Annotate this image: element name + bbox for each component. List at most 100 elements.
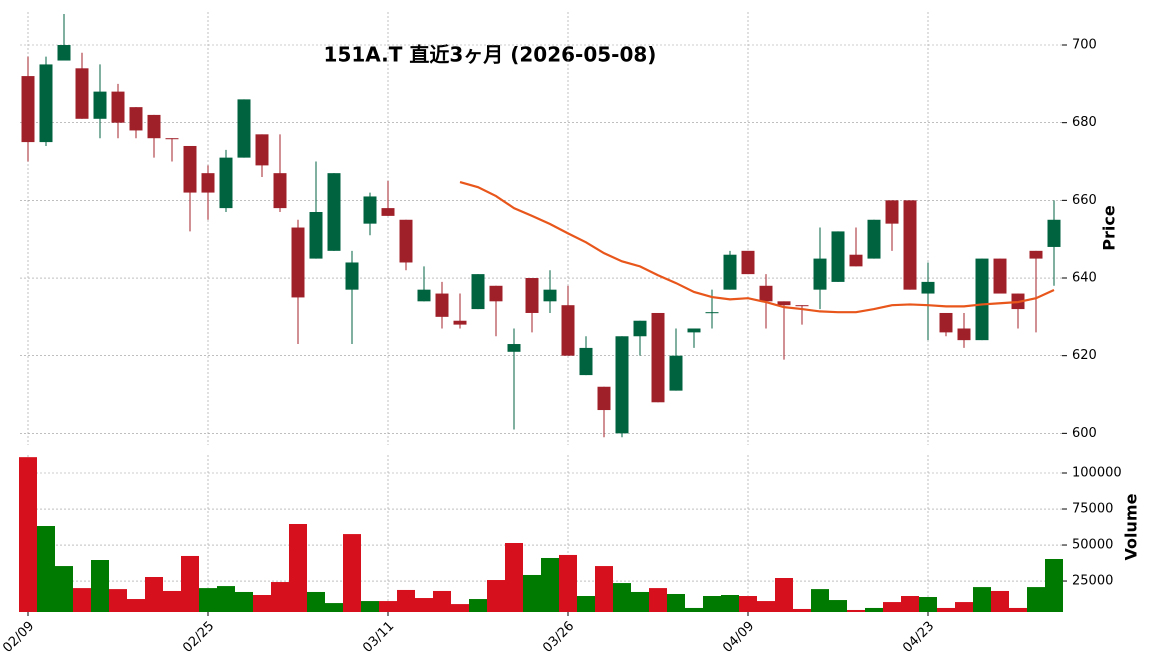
volume-bar (595, 566, 613, 612)
candle-body (57, 45, 71, 61)
volume-bar (469, 599, 487, 612)
candle-body (831, 231, 845, 282)
candle-body (561, 305, 575, 356)
candle-body (651, 312, 665, 403)
volume-bar (55, 566, 73, 612)
volume-bar (1009, 607, 1027, 612)
candle-body (489, 285, 503, 302)
candle-body (723, 254, 737, 290)
volume-bar (955, 602, 973, 612)
candle-body (975, 258, 989, 341)
volume-bar (901, 596, 919, 612)
volume-bar (325, 603, 343, 612)
candle-body (543, 289, 557, 302)
candle-body (1047, 219, 1061, 247)
volume-bar (505, 543, 523, 612)
candle-body (255, 134, 269, 166)
volume-tick-label: 25000 (1072, 574, 1113, 589)
volume-bar (559, 554, 577, 612)
volume-bar (217, 586, 235, 612)
volume-bar (253, 595, 271, 612)
candle-body (327, 173, 341, 251)
volume-bar (937, 607, 955, 612)
volume-bar (631, 591, 649, 612)
candle-body (597, 386, 611, 411)
y-tick-label: 700 (1072, 38, 1097, 53)
volume-bar (973, 587, 991, 612)
volume-bar (721, 595, 739, 612)
volume-bar (703, 596, 721, 612)
volume-bar (235, 591, 253, 612)
x-tick-label: 02/25 (180, 619, 217, 656)
volume-tick-label: 75000 (1072, 502, 1113, 517)
volume-tick-label: 50000 (1072, 538, 1113, 553)
x-tick-label: 03/11 (360, 619, 397, 656)
y-tick-label: 600 (1072, 426, 1097, 441)
volume-bar (397, 589, 415, 612)
candle-body (777, 301, 791, 306)
candle-body (741, 250, 755, 275)
volume-bar (199, 588, 217, 612)
candle-body (849, 254, 863, 267)
volume-bar (649, 588, 667, 612)
candle-body (633, 320, 647, 337)
volume-bar (613, 583, 631, 612)
volume-bar (739, 596, 757, 612)
candle-body (615, 336, 629, 434)
candle-body (525, 278, 539, 313)
candle-body (867, 219, 881, 259)
candle-body (39, 64, 53, 143)
candle-body (237, 99, 251, 158)
volume-bar (847, 609, 865, 612)
candle-body (273, 173, 287, 209)
candle-body (453, 320, 467, 325)
volume-bar (757, 601, 775, 612)
volume-bar (271, 582, 289, 612)
candle-body (291, 227, 305, 298)
volume-bar (1045, 558, 1063, 612)
volume-bar (1027, 587, 1045, 612)
candle-body (435, 293, 449, 317)
volume-bar (991, 590, 1009, 612)
y-tick-label: 640 (1072, 271, 1097, 286)
candle-body (471, 274, 485, 310)
volume-bar (379, 601, 397, 612)
volume-bar (307, 591, 325, 612)
candle-body (957, 328, 971, 341)
volume-bar (163, 590, 181, 612)
candle-body (219, 157, 233, 209)
volume-bar (145, 576, 163, 612)
volume-bar (181, 555, 199, 612)
volume-bar (37, 526, 55, 612)
volume-tick-label: 100000 (1072, 466, 1122, 481)
y-tick-label: 680 (1072, 115, 1097, 130)
volume-bar (541, 557, 559, 612)
volume-bar (793, 608, 811, 612)
candle-body (903, 200, 917, 290)
candle-body (669, 355, 683, 391)
candle-body (705, 312, 719, 314)
volume-bar (415, 598, 433, 612)
volume-bar (523, 574, 541, 612)
volume-bar (883, 602, 901, 612)
candle-body (111, 91, 125, 123)
candle-body (399, 219, 413, 263)
candle-body (921, 281, 935, 294)
candle-body (75, 68, 89, 119)
candle-body (381, 208, 395, 216)
volume-bar (865, 607, 883, 612)
candle-body (309, 211, 323, 259)
candle-body (885, 200, 899, 224)
volume-bar (829, 600, 847, 612)
candle-body (813, 258, 827, 290)
volume-bar (343, 534, 361, 612)
candle-body (939, 312, 953, 333)
candle-body (165, 138, 179, 140)
volume-bar (361, 601, 379, 612)
y-tick-label: 620 (1072, 348, 1097, 363)
candle-body (363, 196, 377, 224)
x-tick-label: 04/09 (720, 619, 757, 656)
volume-bar (811, 589, 829, 612)
chart-title: 151A.T 直近3ヶ月 (2026-05-08) (324, 43, 657, 67)
